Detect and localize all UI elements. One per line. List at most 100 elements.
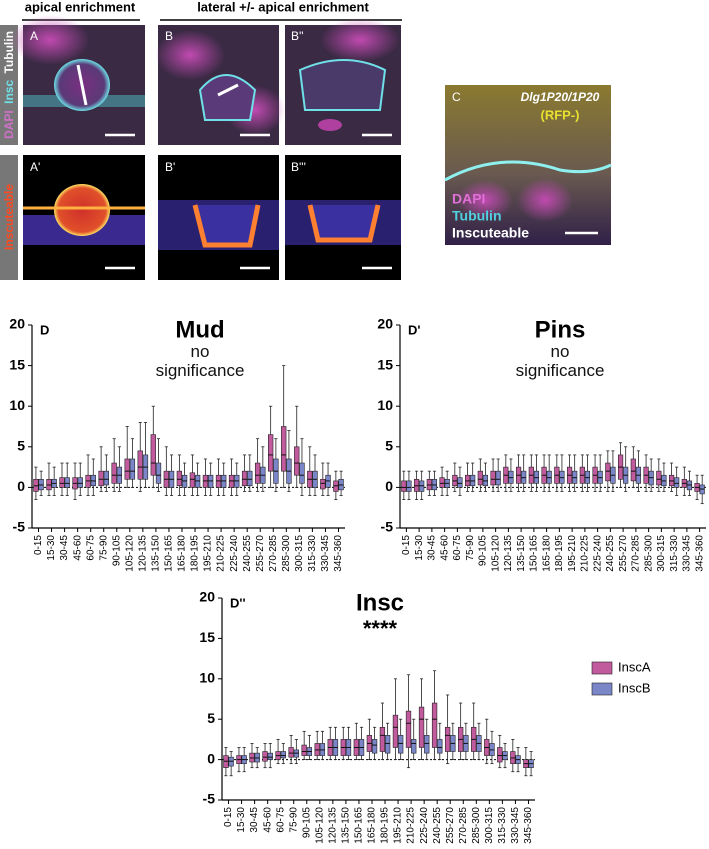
y-tick-label: 0 — [17, 478, 25, 494]
header: apical enrichment — [25, 0, 136, 14]
x-tick-label: 165-180 — [177, 535, 188, 572]
x-tick-label: 255-270 — [255, 535, 266, 572]
box — [111, 462, 117, 484]
legend-swatch — [591, 661, 613, 675]
x-tick-label: 105-120 — [490, 535, 501, 572]
box — [59, 477, 65, 488]
x-tick-label: 120-135 — [327, 807, 338, 844]
box — [267, 752, 273, 760]
y-tick-label: 15 — [9, 356, 25, 372]
y-tick-label: 0 — [207, 750, 215, 766]
y-tick-label: -5 — [381, 519, 394, 535]
box — [280, 751, 286, 759]
x-tick-label: 270-285 — [268, 535, 279, 572]
box — [457, 477, 463, 488]
box — [477, 470, 483, 486]
x-tick-label: 120-135 — [503, 535, 514, 572]
box — [437, 739, 443, 754]
y-tick-label: -5 — [203, 791, 216, 807]
header: lateral +/- apical enrichment — [197, 0, 369, 14]
x-tick-label: 255-270 — [618, 535, 629, 572]
x-tick-label: 150-165 — [164, 535, 175, 572]
x-tick-label: 105-120 — [124, 535, 135, 572]
panel-label: D' — [408, 322, 420, 337]
box — [262, 751, 268, 762]
y-tick-label: 5 — [385, 438, 393, 454]
x-tick-label: 15-30 — [46, 535, 57, 561]
stain-label: Inscuteable — [452, 225, 529, 241]
side-label: Inscuteable — [2, 184, 16, 250]
micrograph — [155, 25, 285, 145]
x-tick-label: 225-240 — [592, 535, 603, 572]
x-tick-label: 75-90 — [98, 535, 109, 561]
x-tick-label: 345-360 — [523, 807, 534, 844]
heatmap-image — [23, 155, 145, 280]
box — [495, 470, 501, 486]
box — [431, 702, 438, 748]
side-bar — [0, 155, 18, 280]
side-label-part: Insc — [2, 80, 16, 104]
box — [406, 480, 412, 492]
box — [411, 739, 417, 754]
x-tick-label: 285-300 — [471, 807, 482, 844]
x-tick-label: 225-240 — [419, 807, 430, 844]
box — [254, 462, 261, 484]
x-tick-label: 105-120 — [314, 807, 325, 844]
x-tick-label: 90-105 — [301, 807, 312, 839]
panel-label: D — [40, 322, 49, 337]
x-tick-label: 315-330 — [307, 535, 318, 572]
x-tick-label: 120-135 — [137, 535, 148, 572]
box — [268, 434, 274, 472]
box — [77, 477, 83, 488]
significance: **** — [363, 616, 398, 641]
x-tick-label: 240-255 — [605, 535, 616, 572]
box — [418, 706, 425, 748]
genotype-note: (RFP-) — [541, 107, 580, 122]
x-tick-label: 180-195 — [554, 535, 565, 572]
chart-title: Pins — [535, 316, 586, 343]
x-tick-label: 90-105 — [111, 535, 122, 567]
box — [605, 462, 611, 482]
x-tick-label: 0-15 — [223, 807, 234, 827]
chart-subtitle: no significance — [155, 342, 245, 380]
legend-swatch — [591, 682, 613, 696]
box — [64, 477, 70, 488]
box — [405, 710, 412, 748]
x-tick-label: 60-75 — [85, 535, 96, 561]
x-tick-label: 30-45 — [249, 807, 260, 833]
y-tick-label: 15 — [199, 629, 215, 645]
heatmap-image — [285, 155, 401, 280]
box — [241, 470, 248, 487]
x-tick-label: 240-255 — [242, 535, 253, 572]
x-tick-label: 285-300 — [643, 535, 654, 572]
y-tick-label: 15 — [377, 356, 393, 372]
box — [189, 472, 196, 488]
heatmap-image — [158, 155, 279, 280]
box — [288, 747, 294, 758]
x-tick-label: 300-315 — [484, 807, 495, 844]
box — [630, 458, 636, 482]
micrograph — [10, 15, 145, 145]
box — [398, 735, 404, 754]
box — [497, 747, 503, 763]
x-tick-label: 225-240 — [229, 535, 240, 572]
x-tick-label: 45-60 — [439, 535, 450, 561]
x-tick-label: 90-105 — [478, 535, 489, 567]
y-tick-label: 0 — [385, 478, 393, 494]
box — [129, 458, 136, 480]
x-tick-label: 30-45 — [427, 535, 438, 561]
box — [98, 470, 104, 487]
x-tick-label: 300-315 — [656, 535, 667, 572]
y-tick-label: 20 — [377, 316, 393, 332]
x-tick-label: 0-15 — [33, 535, 44, 555]
box — [674, 477, 680, 488]
panel-label: A — [30, 29, 38, 43]
x-tick-label: 30-45 — [59, 535, 70, 561]
x-tick-label: 135-150 — [341, 807, 352, 844]
panel-label: B' — [165, 160, 175, 174]
x-tick-label: 315-330 — [669, 535, 680, 572]
y-tick-label: -5 — [13, 519, 26, 535]
x-tick-label: 75-90 — [465, 535, 476, 561]
x-tick-label: 240-255 — [432, 807, 443, 844]
box — [371, 739, 378, 754]
